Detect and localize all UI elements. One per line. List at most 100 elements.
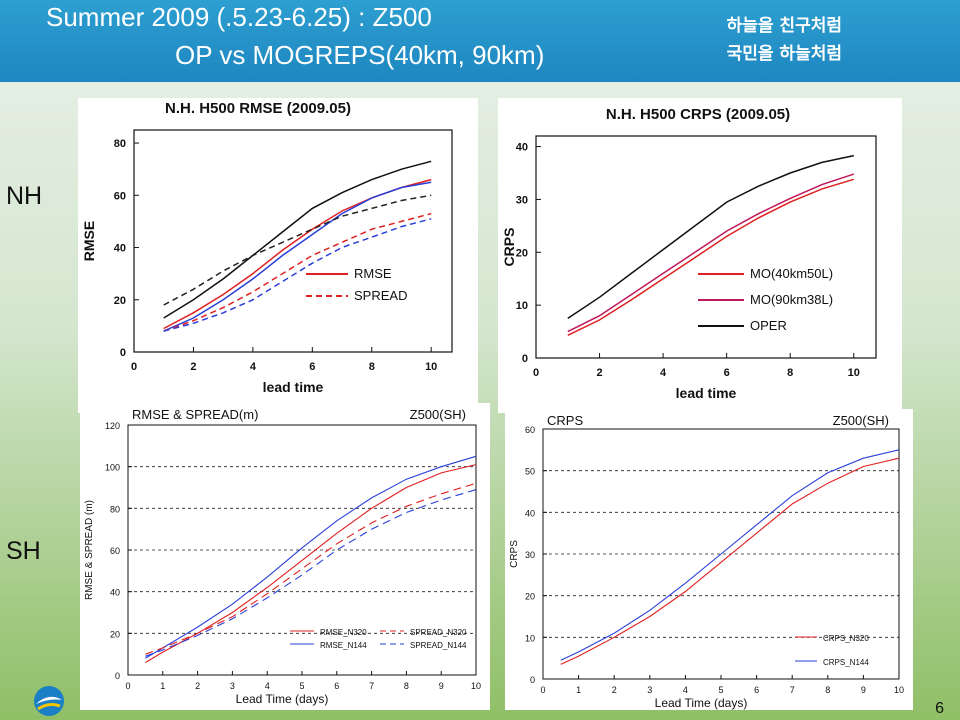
- y-tick-label: 10: [525, 633, 535, 643]
- y-tick-label: 20: [525, 592, 535, 602]
- x-tick-label: 8: [787, 367, 793, 379]
- y-tick-label: 30: [516, 194, 528, 206]
- chart-title: CRPS: [547, 413, 583, 428]
- legend-label: MO(40km50L): [750, 266, 833, 281]
- x-tick-label: 10: [471, 681, 481, 691]
- series-line-3: [145, 489, 477, 657]
- y-axis-label: CRPS: [501, 228, 517, 267]
- x-axis-label: Lead Time (days): [655, 696, 748, 710]
- x-tick-label: 8: [825, 685, 830, 695]
- x-tick-label: 3: [647, 685, 652, 695]
- x-tick-label: 1: [160, 681, 165, 691]
- series-line-1: [560, 449, 900, 661]
- series-line-0: [560, 457, 900, 665]
- x-tick-label: 0: [131, 361, 137, 373]
- nh-rmse-panel: N.H. H500 RMSE (2009.05) 0 2 4 6 8 10 0 20 40 60 80…: [78, 98, 478, 413]
- series-line-5: [163, 218, 432, 332]
- sh-label: SH: [6, 537, 41, 565]
- y-tick-label: 0: [115, 671, 120, 681]
- y-tick-label: 80: [110, 504, 120, 514]
- x-axis-label: Lead Time (days): [236, 692, 329, 706]
- y-tick-label: 20: [114, 295, 126, 307]
- y-tick-label: 30: [525, 550, 535, 560]
- y-tick-label: 50: [525, 467, 535, 477]
- header-bar: Summer 2009 (.5.23-6.25) : Z500 OP vs MO…: [0, 0, 960, 82]
- sh-crps-chart: CRPS Z500(SH) 0 1 2 3 4 5 6 7 8 9 10 0 10 20 30 40 50 60 Lea…: [509, 413, 904, 710]
- x-tick-label: 4: [250, 361, 257, 373]
- x-tick-label: 2: [195, 681, 200, 691]
- y-tick-label: 80: [114, 138, 126, 150]
- x-tick-label: 3: [230, 681, 235, 691]
- chart-title: N.H. H500 CRPS (2009.05): [606, 106, 790, 123]
- series-line-0: [567, 154, 854, 320]
- y-tick-label: 60: [110, 546, 120, 556]
- x-tick-label: 4: [265, 681, 270, 691]
- y-tick-label: 40: [516, 142, 528, 154]
- slide-title-line2: OP vs MOGREPS(40km, 90km): [175, 40, 545, 70]
- y-tick-label: 0: [530, 675, 535, 685]
- legend-label: OPER: [750, 318, 787, 333]
- series-line-1: [567, 173, 855, 333]
- series-line-0: [145, 464, 477, 663]
- series-line-2: [163, 181, 432, 332]
- x-tick-label: 6: [754, 685, 759, 695]
- series-line-1: [145, 455, 477, 659]
- y-axis-label: RMSE & SPREAD (m): [84, 500, 95, 600]
- x-tick-label: 5: [718, 685, 723, 695]
- y-tick-label: 40: [114, 243, 126, 255]
- x-tick-label: 5: [299, 681, 304, 691]
- x-tick-label: 9: [439, 681, 444, 691]
- kma-logo-icon: [34, 686, 64, 716]
- y-tick-label: 20: [110, 629, 120, 639]
- y-tick-label: 20: [516, 247, 528, 259]
- y-tick-label: 10: [516, 300, 528, 312]
- y-tick-label: 60: [114, 190, 126, 202]
- plot-frame: [133, 129, 453, 353]
- x-tick-label: 7: [790, 685, 795, 695]
- slogan-line2: 국민을 하늘처럼: [726, 44, 842, 64]
- nh-label: NH: [6, 182, 43, 210]
- series-line-3: [163, 194, 432, 306]
- sh-rmse-chart: RMSE & SPREAD(m) Z500(SH)0 1 2 3 4 5 6 7 8 9 100204…: [84, 407, 481, 706]
- x-tick-label: 10: [425, 361, 437, 373]
- x-tick-label: 4: [683, 685, 688, 695]
- slide-title-line1: Summer 2009 (.5.23-6.25) : Z500: [46, 2, 432, 32]
- x-tick-label: 2: [190, 361, 196, 373]
- legend-label: SPREAD_N144: [410, 641, 467, 650]
- y-tick-label: 40: [525, 508, 535, 518]
- slogan-line1: 하늘을 친구처럼: [726, 16, 842, 36]
- series-line-0: [163, 160, 432, 319]
- series-line-2: [145, 482, 477, 655]
- plot-frame: [535, 135, 877, 359]
- x-tick-label: 10: [894, 685, 904, 695]
- chart-region-title: Z500(SH): [410, 407, 466, 422]
- legend-label: SPREAD_N320: [410, 628, 467, 637]
- legend-label: CRPS_N320: [823, 634, 869, 643]
- y-tick-label: 0: [522, 353, 528, 365]
- sh-rmse-panel: RMSE & SPREAD(m) Z500(SH) 0 1 2 3 4 5 6 7 8 9 10 0 20 4…: [80, 403, 490, 710]
- legend-label: RMSE_N320: [320, 628, 367, 637]
- page-number: 6: [935, 700, 944, 717]
- nh-crps-chart: N.H. H500 CRPS (2009.05) 0 2 4 6 8 10 0 10 20 30 40…: [501, 106, 877, 401]
- x-tick-label: 0: [533, 367, 539, 379]
- x-tick-label: 2: [596, 367, 602, 379]
- x-axis-label: lead time: [263, 379, 324, 395]
- y-tick-label: 120: [105, 421, 120, 431]
- y-tick-label: 100: [105, 463, 120, 473]
- series-line-2: [567, 178, 855, 336]
- y-tick-label: 0: [120, 347, 126, 359]
- x-tick-label: 6: [724, 367, 730, 379]
- chart-title: RMSE & SPREAD(m): [132, 407, 258, 422]
- x-tick-label: 8: [369, 361, 375, 373]
- legend-label: RMSE: [354, 266, 392, 281]
- legend-label: CRPS_N144: [823, 658, 869, 667]
- series-line-1: [163, 178, 432, 330]
- legend-label: SPREAD: [354, 288, 407, 303]
- nh-rmse-chart: N.H. H500 RMSE (2009.05) 0 2 4 6 8 10 0 20 40 60 80…: [81, 100, 453, 395]
- chart-region-title: Z500(SH): [833, 413, 889, 428]
- x-tick-label: 1: [576, 685, 581, 695]
- x-axis-label: lead time: [676, 385, 737, 401]
- nh-crps-panel: N.H. H500 CRPS (2009.05) 0 2 4 6 8 10 0 10 20 30 40…: [498, 98, 902, 413]
- y-axis-label: RMSE: [81, 221, 97, 261]
- x-tick-label: 10: [848, 367, 860, 379]
